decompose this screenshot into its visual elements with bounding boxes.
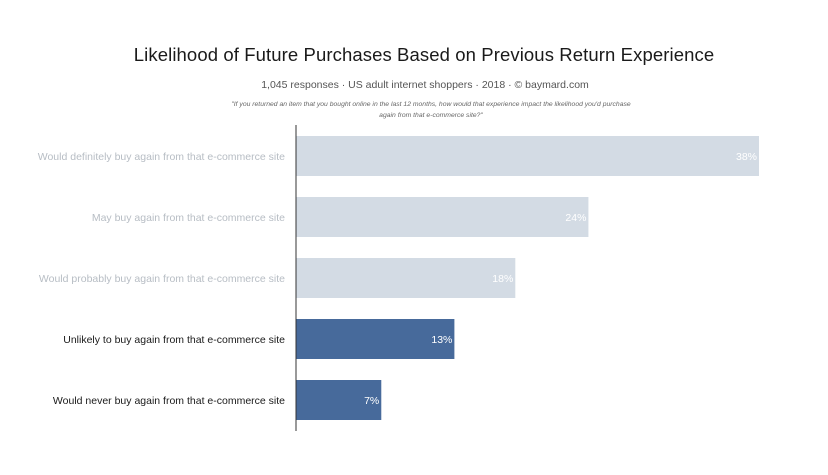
category-label-4: Would never buy again from that e-commer…	[53, 395, 285, 407]
bar-4	[296, 380, 382, 420]
value-label-2: 18%	[492, 273, 513, 285]
bar-0	[296, 136, 759, 176]
bar-1	[296, 197, 589, 237]
value-label-3: 13%	[431, 334, 452, 346]
bar-2	[296, 258, 516, 298]
value-label-4: 7%	[364, 395, 379, 407]
value-label-1: 24%	[565, 212, 586, 224]
category-label-0: Would definitely buy again from that e-c…	[38, 151, 285, 163]
value-label-0: 38%	[736, 151, 757, 163]
chart-subtitle: 1,045 responses · US adult internet shop…	[261, 79, 589, 91]
bar-3	[296, 319, 455, 359]
category-label-2: Would probably buy again from that e-com…	[39, 273, 285, 285]
chart-title: Likelihood of Future Purchases Based on …	[133, 44, 715, 65]
category-label-3: Unlikely to buy again from that e-commer…	[63, 334, 285, 346]
category-label-1: May buy again from that e-commerce site	[92, 212, 285, 224]
survey-question: "If you returned an item that you bought…	[231, 101, 631, 119]
